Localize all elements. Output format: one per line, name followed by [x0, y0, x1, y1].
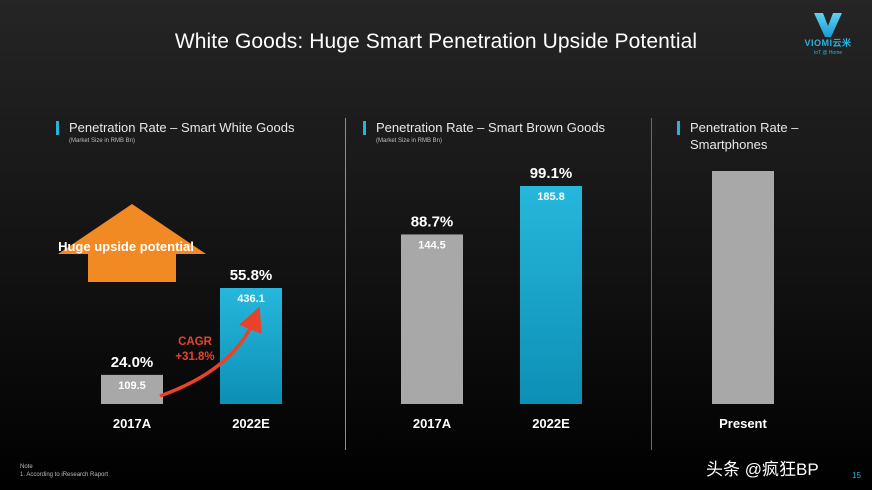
cagr-value: +31.8%: [175, 351, 215, 363]
bar-value-label: 185.8: [537, 191, 565, 203]
category-label: 2022E: [532, 416, 570, 431]
divider-right: [651, 118, 652, 450]
bar-0-2022E: [220, 288, 282, 404]
panel-smartphones-title-line2: Smartphones: [690, 137, 768, 152]
category-label: 2017A: [413, 416, 452, 431]
slide-title: White Goods: Huge Smart Penetration Upsi…: [174, 30, 698, 53]
bar-2-Present: [712, 171, 774, 404]
panel-accent-bar: [677, 121, 680, 135]
footnote-text: 1. According to iResearch Raport: [20, 472, 109, 478]
category-label: Present: [719, 416, 767, 431]
penetration-label: 88.7%: [411, 213, 454, 230]
bar-value-label: 144.5: [418, 239, 446, 251]
category-label: 2017A: [113, 416, 152, 431]
logo-text: VIOMI云米: [804, 38, 852, 48]
viomi-logo-icon: [814, 13, 842, 37]
panel-smartphones-title-line1: Penetration Rate –: [690, 120, 799, 135]
bar-0-2017A: [101, 374, 163, 404]
upside-arrow-label: Huge upside potential: [58, 239, 194, 254]
penetration-label: 55.8%: [230, 267, 273, 284]
penetration-label: 99.1%: [530, 165, 573, 182]
page-number: 15: [852, 471, 861, 480]
bar-value-label: 436.1: [237, 293, 265, 305]
cagr-arrow: [159, 306, 262, 398]
bar-1-2022E: [520, 186, 582, 404]
cagr-label: CAGR: [178, 336, 212, 348]
panel-accent-bar: [363, 121, 366, 135]
bar-value-label: 109.5: [118, 380, 146, 392]
category-label: 2022E: [232, 416, 270, 431]
panel-brown-goods-subtitle: (Market Size in RMB Bn): [376, 138, 443, 144]
panel-accent-bar: [56, 121, 59, 135]
bar-1-2017A: [401, 234, 463, 404]
panel-white-goods-title: Penetration Rate – Smart White Goods: [69, 120, 295, 135]
logo-tagline: IoT @ Home: [813, 50, 843, 56]
watermark: 头条 @疯狂BP: [706, 460, 819, 479]
penetration-label: 24.0%: [111, 354, 154, 371]
footnote-title: Note: [20, 464, 33, 470]
divider-left: [345, 118, 346, 450]
upside-arrow-shape: [58, 204, 206, 282]
footnote: Note 1. According to iResearch Raport: [20, 463, 108, 479]
cagr-annotation: CAGR +31.8%: [164, 335, 226, 365]
viomi-logo: VIOMI云米 IoT @ Home: [796, 12, 860, 62]
upside-arrow-polygon: [58, 204, 206, 282]
panel-white-goods-subtitle: (Market Size in RMB Bn): [69, 138, 136, 144]
panel-brown-goods-title: Penetration Rate – Smart Brown Goods: [376, 120, 606, 135]
